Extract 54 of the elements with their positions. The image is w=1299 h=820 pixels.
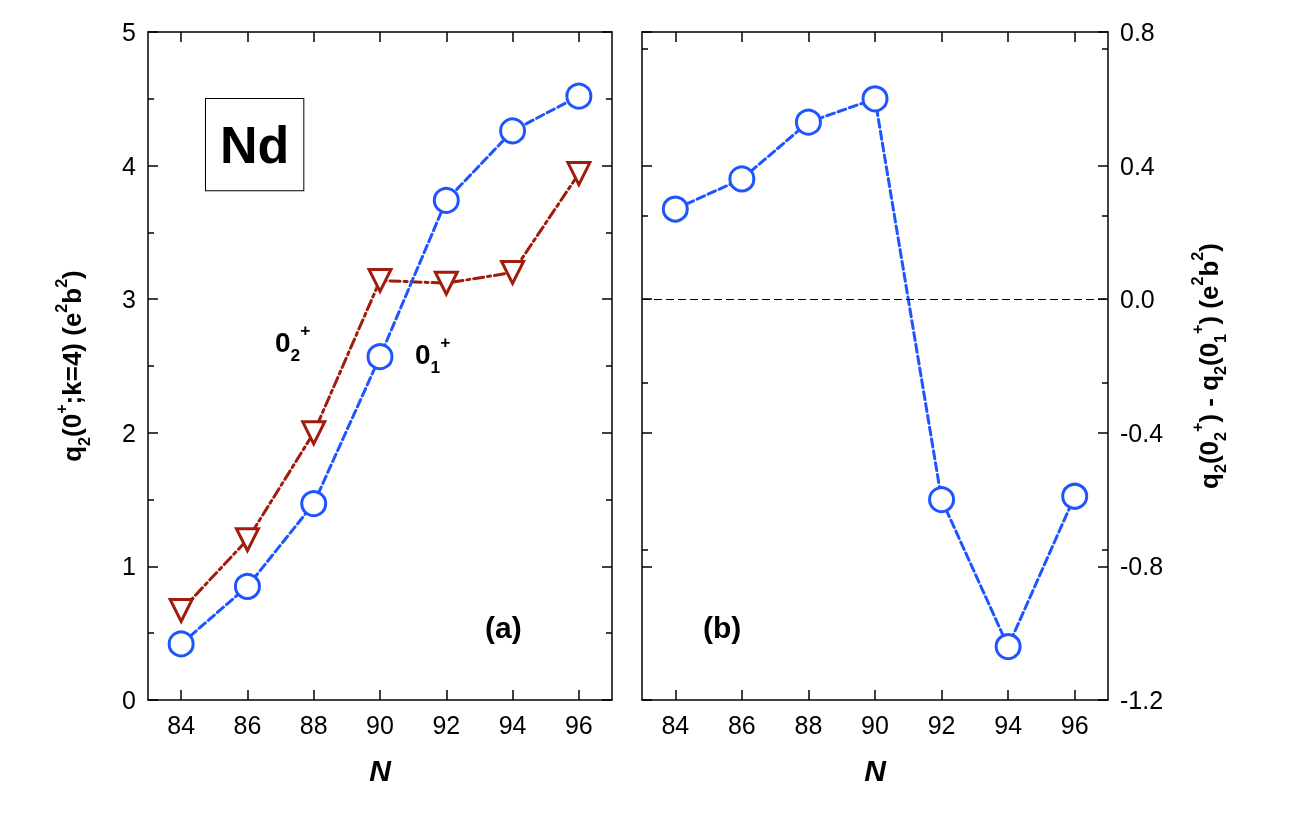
annotation: Nd [220, 115, 290, 174]
x-tick-label: 86 [727, 710, 756, 739]
x-tick-label: 94 [498, 710, 527, 739]
y-tick-label: 5 [122, 18, 136, 46]
x-tick-label: 96 [564, 710, 593, 739]
x-tick-label: 86 [233, 710, 262, 739]
point [167, 630, 195, 658]
point [566, 161, 592, 187]
point [233, 572, 261, 600]
point [500, 259, 526, 285]
y-tick-label: 4 [122, 151, 137, 180]
x-tick-label: 90 [861, 710, 889, 739]
point [928, 486, 956, 514]
annotation: (a) [485, 610, 522, 644]
annotation: (b) [703, 610, 742, 644]
point [367, 268, 393, 293]
point [565, 82, 593, 110]
x-tick-label: 90 [366, 710, 394, 739]
point [433, 270, 459, 296]
y2-tick-label: 0.8 [1120, 18, 1155, 46]
point [234, 527, 260, 553]
text: q2(0+;k=4) (e2b2) [51, 270, 93, 462]
y2-tick-label: 0.4 [1120, 151, 1155, 180]
x-tick-label: 92 [927, 710, 956, 739]
x-tick-label: 88 [299, 710, 328, 739]
y-tick-label: 1 [122, 552, 136, 581]
y-tick-label: 0 [122, 686, 136, 714]
y2-tick-label: -1.2 [1120, 686, 1164, 714]
point [994, 633, 1022, 661]
point [499, 117, 527, 145]
point [300, 490, 328, 518]
y-tick-label: 3 [122, 285, 136, 314]
x-tick-label: 96 [1060, 710, 1089, 739]
text: q2(02+) - q2(01+) (e2b2) [1188, 243, 1230, 489]
point [432, 186, 460, 214]
x-tick-label: 88 [794, 710, 823, 739]
y-tick-label: 2 [122, 418, 136, 447]
point [861, 85, 889, 113]
x-tick-label: 84 [661, 710, 690, 739]
y2-tick-label: 0.0 [1120, 285, 1155, 314]
point [366, 343, 394, 371]
x-tick-label: 84 [167, 710, 196, 739]
y2-tick-label: -0.4 [1120, 418, 1164, 447]
point [1061, 482, 1089, 510]
x-tick-label: 92 [432, 710, 461, 739]
x-axis-title: N [864, 753, 888, 787]
x-axis-title: N [369, 753, 393, 787]
y2-tick-label: -0.8 [1120, 552, 1164, 581]
point [728, 165, 756, 193]
x-tick-label: 94 [994, 710, 1023, 739]
point [661, 195, 689, 223]
point [300, 420, 327, 448]
point [794, 108, 822, 136]
point [168, 597, 194, 623]
